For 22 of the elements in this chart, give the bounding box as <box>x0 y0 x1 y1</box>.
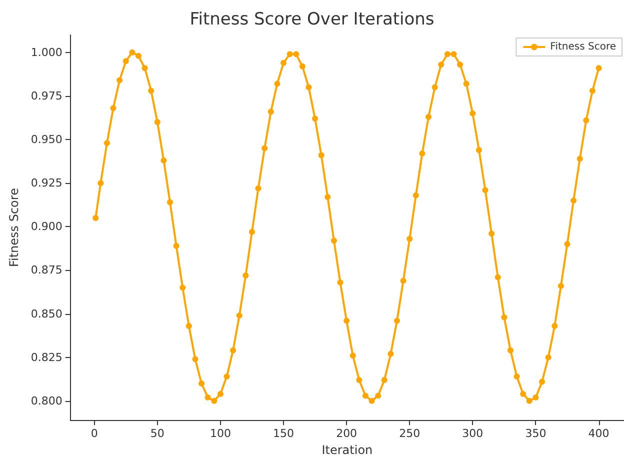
x-tick-label: 300 <box>462 427 484 440</box>
x-axis-title: Iteration <box>322 443 373 457</box>
x-tick-label: 150 <box>273 427 294 440</box>
legend-label: Fitness Score <box>550 42 616 52</box>
x-tick-label: 50 <box>150 427 164 440</box>
x-tick-label: 200 <box>336 427 358 440</box>
y-tick-label: 0.925 <box>30 176 62 190</box>
y-tick-label: 0.825 <box>30 350 62 364</box>
y-tick-label: 0.850 <box>30 307 62 320</box>
chart-title: Fitness Score Over Iterations <box>190 10 434 30</box>
y-tick-label: 1.000 <box>30 46 62 59</box>
y-tick-label: 0.950 <box>30 133 62 146</box>
x-tick-label: 250 <box>399 427 420 440</box>
y-tick-label: 0.875 <box>30 264 62 277</box>
y-tick-label: 0.900 <box>30 220 62 234</box>
x-tick-label: 400 <box>588 427 610 440</box>
x-tick-label: 0 <box>90 427 98 440</box>
x-tick-label: 100 <box>210 427 231 440</box>
y-tick-label: 0.800 <box>30 394 62 408</box>
x-tick-label: 350 <box>525 427 546 440</box>
y-axis-title: Fitness Score <box>7 188 21 268</box>
y-tick-label: 0.975 <box>30 89 62 102</box>
